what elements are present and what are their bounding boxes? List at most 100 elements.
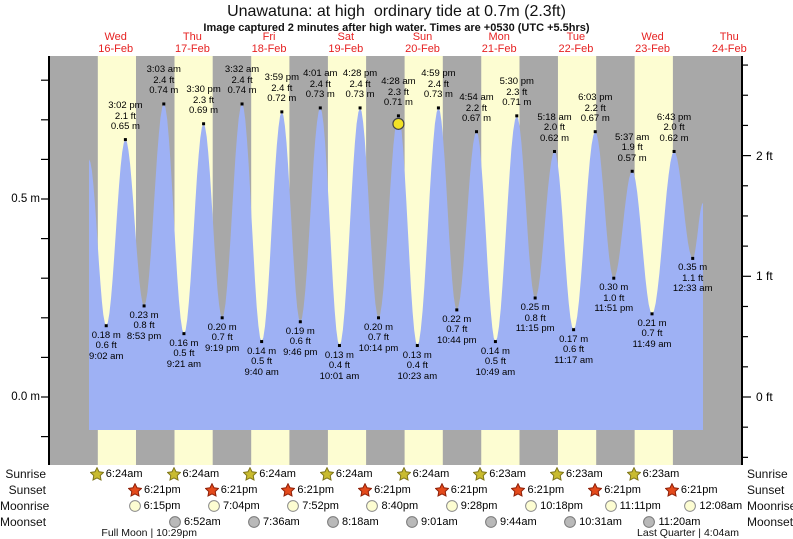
high-tide-annotation: 4:01 am 2.4 ft 0.73 m — [303, 69, 337, 101]
annotation-line: 0.69 m — [189, 105, 219, 117]
annotation-line: 0.13 m — [402, 349, 432, 361]
day-date: 24-Feb — [711, 43, 747, 55]
tide-extreme-dot — [358, 106, 362, 110]
moonset-icon — [406, 516, 418, 528]
day-label: Sat 19-Feb — [328, 31, 363, 55]
tide-extreme-dot — [672, 149, 676, 153]
time-label: 6:24am — [182, 468, 220, 480]
annotation-line: 0.8 ft — [133, 320, 155, 332]
annotation-line: 4:54 am — [459, 92, 494, 104]
annotation-line: 0.72 m — [267, 93, 297, 105]
time-label: 10:31am — [579, 516, 622, 528]
tide-extreme-dot — [552, 149, 556, 153]
day-date: 23-Feb — [635, 43, 671, 55]
moonrise-icon — [366, 500, 379, 512]
annotation-line: 10:14 pm — [358, 342, 399, 354]
tide-extreme-dot — [240, 102, 244, 106]
time-label: 6:21pm — [680, 484, 718, 496]
time-label: 6:21pm — [604, 484, 641, 496]
sunrise-star-icon — [396, 467, 411, 481]
annotation-line: 0.8 ft — [524, 312, 546, 324]
high-tide-annotation: 3:30 pm 2.3 ft 0.69 m — [186, 85, 220, 117]
tide-extreme-dot — [377, 316, 381, 320]
time-label: 9:28pm — [460, 500, 498, 512]
tide-extreme-dot — [593, 130, 597, 134]
annotation-line: 0.20 m — [363, 321, 394, 333]
row-label-sunrise-left: Sunrise — [5, 467, 46, 481]
tide-extreme-dot — [572, 328, 576, 332]
high-tide-annotation: 6:43 pm 2.0 ft 0.62 m — [656, 111, 692, 145]
day-label: Fri 18-Feb — [252, 31, 287, 55]
moonset-icon — [564, 516, 577, 528]
tide-extreme-dot — [298, 320, 302, 324]
day-name: Mon — [488, 31, 510, 43]
annotation-line: 6:43 pm — [656, 111, 692, 123]
annotation-line: 0.57 m — [617, 152, 647, 164]
tide-extreme-dot — [202, 122, 206, 126]
annotation-line: 0.73 m — [423, 89, 453, 101]
high-tide-annotation: 5:37 am 1.9 ft 0.57 m — [615, 132, 649, 165]
day-name: Sat — [337, 31, 355, 43]
annotation-line: 0.7 ft — [367, 332, 390, 344]
annotation-line: 0.73 m — [305, 89, 335, 101]
annotation-line: 4:28 am — [381, 76, 416, 88]
tide-extreme-dot — [630, 169, 634, 173]
sunrise-star-icon — [243, 467, 258, 481]
sunrise-entry: 6:24am — [396, 467, 449, 481]
annotation-line: 3:32 am — [224, 64, 260, 76]
tide-extreme-dot — [162, 102, 166, 106]
day-name: Sun — [412, 31, 433, 43]
day-label: Wed 16-Feb — [98, 31, 133, 55]
left-axis-label: 0.5 m — [11, 193, 40, 205]
annotation-line: 1.0 ft — [603, 292, 625, 304]
tide-extreme-dot — [475, 130, 479, 134]
sunrise-entry: 6:24am — [166, 467, 220, 481]
annotation-line: 2.4 ft — [349, 78, 371, 90]
row-label-sunrise-right: Sunrise — [747, 467, 788, 481]
time-label: 6:24am — [105, 468, 143, 480]
annotation-line: 9:46 pm — [283, 346, 318, 358]
sunset-entry: 6:21pm — [664, 483, 718, 497]
moonrise-icon — [208, 500, 220, 512]
annotation-line: 5:30 pm — [499, 76, 534, 88]
annotation-line: 2.4 ft — [153, 74, 175, 86]
day-date: 16-Feb — [98, 43, 134, 55]
left-axis-label: 0.0 m — [11, 391, 40, 403]
annotation-line: 9:21 am — [166, 358, 202, 370]
moonset-entry: 9:44am — [484, 515, 537, 529]
annotation-line: 0.74 m — [149, 85, 179, 97]
high-tide-annotation: 3:32 am 2.4 ft 0.74 m — [225, 65, 259, 97]
moonrise-entry: 7:52pm — [286, 499, 339, 513]
high-tide-annotation: 3:02 pm 2.1 ft 0.65 m — [108, 101, 142, 133]
day-label: Mon 21-Feb — [482, 31, 517, 55]
annotation-line: 0.62 m — [659, 132, 689, 144]
tide-extreme-dot — [123, 138, 127, 142]
day-label: Thu 24-Feb — [712, 31, 747, 55]
tide-extreme-dot — [337, 344, 341, 348]
row-label-moonset-right: Moonset — [747, 515, 793, 529]
sunrise-entry: 6:23am — [626, 467, 679, 481]
annotation-line: 1.1 ft — [682, 272, 704, 284]
row-label-moonset-left: Moonset — [0, 515, 47, 529]
tide-extreme-dot — [142, 304, 146, 308]
annotation-line: 0.16 m — [169, 337, 199, 349]
day-label: Thu 17-Feb — [175, 31, 210, 55]
sunrise-entry: 6:23am — [473, 467, 526, 481]
sunset-entry: 6:21pm — [358, 483, 411, 497]
annotation-line: 2.2 ft — [584, 102, 606, 114]
annotation-line: 0.71 m — [383, 97, 413, 109]
low-tide-annotation: 0.14 m 0.5 ft 10:49 am — [476, 346, 516, 379]
tide-extreme-dot — [280, 110, 284, 114]
low-tide-annotation: 0.20 m 0.7 ft 9:19 pm — [205, 322, 239, 355]
moonset-entry: 11:20am — [642, 515, 700, 529]
annotation-line: 10:23 am — [397, 370, 438, 382]
moonrise-entry: 6:15pm — [128, 499, 180, 513]
annotation-line: 9:40 am — [244, 366, 279, 378]
annotation-line: 0.6 ft — [95, 340, 117, 352]
annotation-line: 11:17 am — [554, 354, 594, 366]
day-date: 22-Feb — [558, 43, 594, 55]
tide-extreme-dot — [650, 312, 654, 316]
day-date: 17-Feb — [174, 43, 210, 55]
sunset-star-icon — [127, 483, 142, 497]
